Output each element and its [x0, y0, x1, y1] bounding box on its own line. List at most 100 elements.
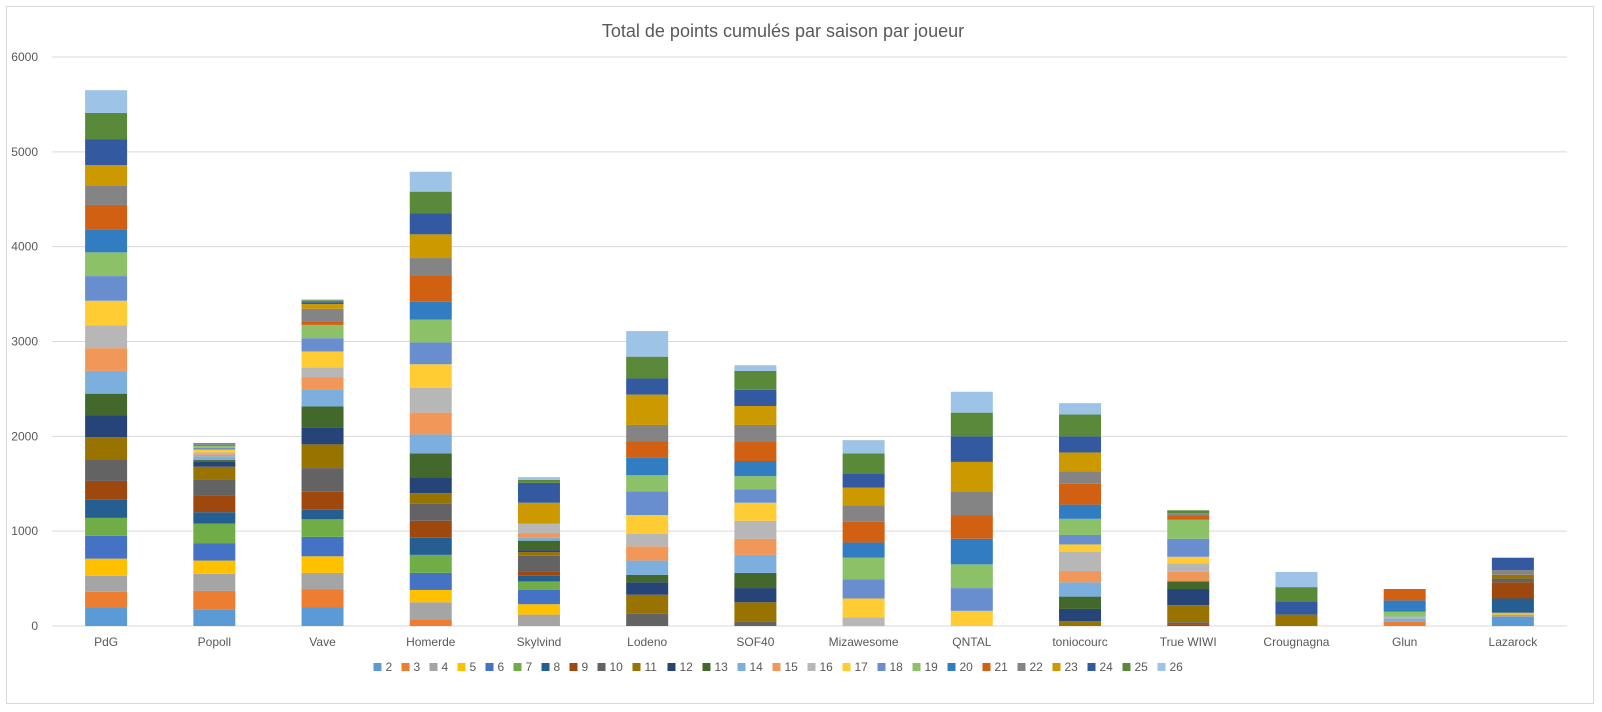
bar-segment	[842, 521, 885, 543]
bar-segment	[85, 575, 128, 592]
bar-segment	[1383, 616, 1426, 619]
bar-segment	[1383, 618, 1426, 622]
legend-label: 26	[1170, 660, 1184, 674]
legend-swatch	[373, 663, 382, 671]
bar-segment	[734, 476, 777, 490]
bar-segment	[517, 589, 560, 605]
bar-segment	[85, 535, 128, 559]
bar-segment	[193, 479, 236, 496]
bar-segment	[301, 338, 344, 352]
bar-segment	[301, 572, 344, 590]
bar-segment	[1059, 471, 1102, 484]
legend-label: 15	[785, 660, 799, 674]
bar-segment	[85, 415, 128, 438]
bar-segment	[1167, 538, 1210, 557]
x-tick-label: QNTAL	[952, 635, 991, 649]
legend-item: 9	[569, 660, 589, 674]
bar-segment	[842, 617, 885, 626]
bar-segment	[734, 538, 777, 555]
legend-label: 19	[925, 660, 939, 674]
legend-item: 16	[807, 660, 834, 674]
bar-segment	[409, 213, 452, 235]
bar-segment	[85, 276, 128, 301]
x-tick-label: True WIWI	[1160, 635, 1217, 649]
bar-segment	[85, 393, 128, 416]
bar-segment	[1491, 570, 1534, 575]
legend-swatch	[737, 663, 746, 671]
bar-segment	[1383, 611, 1426, 617]
legend-swatch	[1122, 663, 1131, 671]
bar-segment	[85, 607, 128, 626]
bar-segment	[626, 331, 669, 357]
bar-segment	[626, 613, 669, 626]
bar-segment	[85, 325, 128, 349]
bar-segment	[409, 275, 452, 302]
legend-label: 16	[820, 660, 834, 674]
legend-item: 24	[1087, 660, 1113, 674]
stacked-bar-chart: Total de points cumulés par saison par j…	[11, 21, 1567, 674]
bar-stack	[1383, 589, 1426, 626]
bar-segment	[85, 499, 128, 518]
bar-segment	[950, 412, 993, 437]
x-tick-label: Vave	[309, 635, 336, 649]
bar-segment	[301, 509, 344, 520]
bar-segment	[1167, 589, 1210, 606]
bar-stack	[626, 331, 669, 626]
bar-segment	[1491, 612, 1534, 615]
bar-segment	[301, 367, 344, 378]
bar-segment	[1167, 563, 1210, 572]
bar-segment	[193, 442, 236, 445]
bar-segment	[1059, 596, 1102, 609]
bar-segment	[85, 348, 128, 371]
bar-stack	[1059, 403, 1102, 626]
bar-segment	[734, 554, 777, 573]
bar-segment	[193, 609, 236, 626]
bar-segment	[1167, 513, 1210, 516]
legend-item: 13	[702, 660, 728, 674]
bar-segment	[626, 546, 669, 561]
bar-segment	[409, 387, 452, 413]
bar-segment	[409, 319, 452, 343]
bar-segment	[626, 594, 669, 614]
bar-segment	[409, 234, 452, 259]
bar-segment	[734, 489, 777, 503]
bar-segment	[1275, 571, 1318, 588]
bar-segment	[85, 370, 128, 394]
bar-segment	[409, 364, 452, 388]
bar-segment	[517, 575, 560, 582]
legend-item: 19	[912, 660, 939, 674]
bar-segment	[626, 378, 669, 395]
bar-segment	[517, 614, 560, 626]
bar-segment	[301, 299, 344, 301]
bar-segment	[1491, 582, 1534, 599]
bar-segment	[193, 454, 236, 457]
legend-label: 22	[1030, 660, 1044, 674]
bar-segment	[85, 459, 128, 481]
legend-item: 15	[772, 660, 799, 674]
bar-segment	[626, 394, 669, 425]
bar-segment	[301, 444, 344, 469]
bar-segment	[950, 515, 993, 539]
bar-segment	[409, 434, 452, 454]
bar-segment	[1059, 436, 1102, 453]
bar-segment	[517, 479, 560, 483]
legend-swatch	[1157, 663, 1166, 671]
bar-segment	[301, 556, 344, 573]
legend-item: 22	[1017, 660, 1044, 674]
bar-segment	[301, 377, 344, 390]
bar-segment	[85, 165, 128, 186]
bar-segment	[193, 512, 236, 524]
bar-segment	[626, 534, 669, 547]
x-tick-label: Lazarock	[1489, 635, 1539, 649]
bar-segment	[301, 308, 344, 322]
bar-segment	[301, 519, 344, 537]
bar-segment	[301, 491, 344, 510]
bar-segment	[950, 588, 993, 611]
bar-segment	[301, 300, 344, 303]
bar-segment	[409, 342, 452, 365]
x-tick-label: Glun	[1392, 635, 1417, 649]
bar-segment	[193, 449, 236, 453]
x-tick-label: toniocourc	[1052, 635, 1107, 649]
bar-segment	[842, 542, 885, 558]
bar-segment	[842, 487, 885, 506]
